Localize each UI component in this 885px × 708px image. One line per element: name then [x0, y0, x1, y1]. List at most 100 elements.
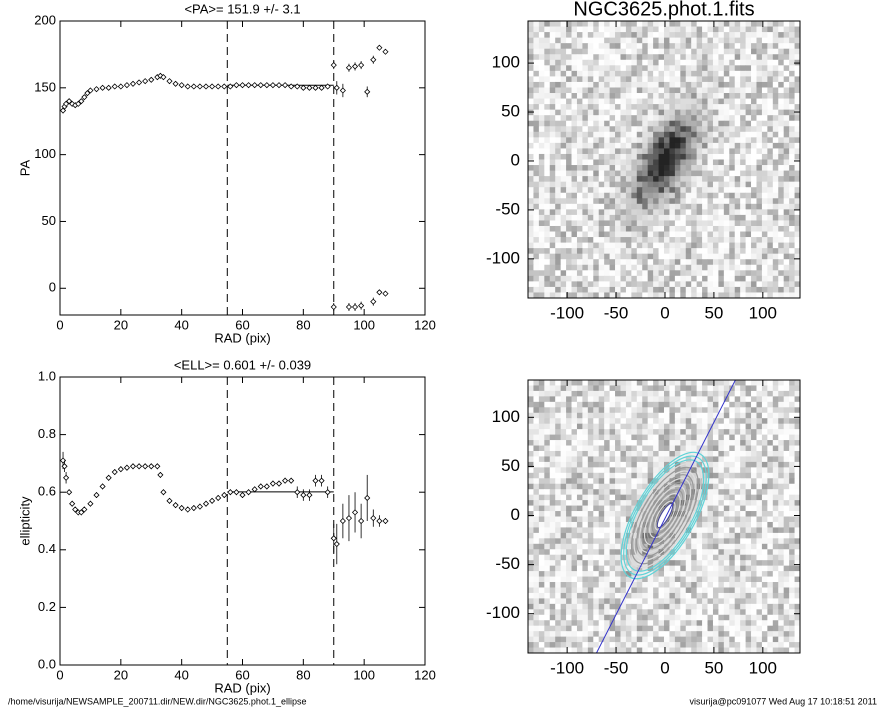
pixel	[707, 93, 714, 99]
pixel	[718, 456, 725, 463]
pixel	[647, 81, 654, 88]
pixel	[544, 225, 551, 232]
pixel	[587, 560, 594, 567]
pixel	[598, 70, 605, 77]
pixel	[593, 603, 600, 610]
pixel	[576, 87, 583, 94]
pixel	[783, 209, 790, 216]
pixel	[767, 592, 774, 599]
pixel	[593, 538, 600, 545]
pixel	[685, 554, 692, 561]
pixel	[761, 396, 768, 403]
pixel	[761, 76, 768, 83]
pixel	[636, 242, 643, 249]
pixel	[767, 270, 774, 277]
pixel	[767, 142, 774, 149]
pixel	[647, 429, 654, 435]
pixel	[751, 165, 757, 171]
pixel	[669, 554, 676, 561]
pixel	[783, 483, 790, 490]
pixel	[658, 137, 665, 144]
pixel	[642, 187, 649, 194]
pixel	[723, 165, 730, 171]
pixel	[609, 203, 616, 210]
pixel	[598, 93, 605, 99]
pixel	[642, 467, 649, 474]
pixel	[761, 401, 768, 408]
pixel	[794, 153, 801, 160]
pixel	[751, 554, 757, 561]
pixel	[544, 423, 551, 430]
pixel	[576, 565, 583, 572]
pixel	[549, 37, 556, 44]
pixel	[566, 445, 572, 452]
pixel	[778, 214, 785, 221]
data-point	[358, 517, 365, 525]
pixel	[566, 450, 572, 457]
pixel	[528, 489, 534, 496]
pixel	[631, 565, 638, 572]
pixel	[712, 543, 719, 550]
pixel	[761, 450, 768, 457]
pixel	[538, 76, 545, 83]
pixel	[723, 598, 730, 605]
pixel	[778, 131, 785, 138]
pixel	[544, 565, 551, 572]
pixel	[555, 209, 562, 216]
pixel	[593, 181, 600, 188]
pixel	[549, 549, 556, 556]
pixel	[604, 385, 610, 392]
pixel	[740, 176, 746, 183]
pixel	[609, 76, 616, 83]
pixel	[604, 176, 610, 183]
pixel	[751, 494, 757, 501]
pixel	[729, 445, 736, 452]
pixel	[669, 104, 676, 111]
pixel	[740, 418, 746, 425]
pixel	[778, 412, 785, 419]
pixel	[723, 159, 730, 166]
pixel	[718, 176, 725, 183]
pixel	[571, 521, 578, 528]
pixel	[767, 549, 774, 556]
pixel	[625, 26, 632, 33]
pixel	[555, 220, 562, 227]
pixel	[772, 445, 779, 452]
pixel	[538, 385, 545, 392]
pixel	[767, 192, 774, 199]
pixel	[723, 500, 730, 506]
pixel	[544, 603, 551, 610]
pixel	[631, 93, 638, 99]
pixel	[549, 181, 556, 188]
pixel	[625, 203, 632, 210]
pixel	[685, 159, 692, 166]
pixel	[571, 543, 578, 550]
pixel	[598, 456, 605, 463]
pixel	[653, 192, 659, 199]
pixel	[734, 209, 741, 216]
pixel	[772, 203, 779, 210]
pixel	[680, 109, 687, 116]
pixel	[528, 380, 534, 386]
pixel	[718, 483, 725, 490]
pixel	[734, 456, 741, 463]
pixel	[560, 286, 567, 293]
pixel	[604, 165, 610, 171]
pixel	[789, 521, 795, 528]
pixel	[549, 237, 556, 243]
pixel	[549, 153, 556, 160]
pixel	[528, 543, 534, 550]
pixel	[674, 532, 681, 539]
pixel	[674, 450, 681, 457]
pixel	[691, 120, 698, 127]
pixel	[734, 543, 741, 550]
pixel	[528, 153, 534, 160]
pixel	[696, 48, 703, 55]
pixel	[756, 37, 763, 44]
pixel	[636, 478, 643, 485]
pixel	[647, 120, 654, 127]
pixel	[767, 429, 774, 435]
pixel	[669, 292, 676, 299]
pixel	[653, 187, 659, 194]
pixel	[544, 549, 551, 556]
